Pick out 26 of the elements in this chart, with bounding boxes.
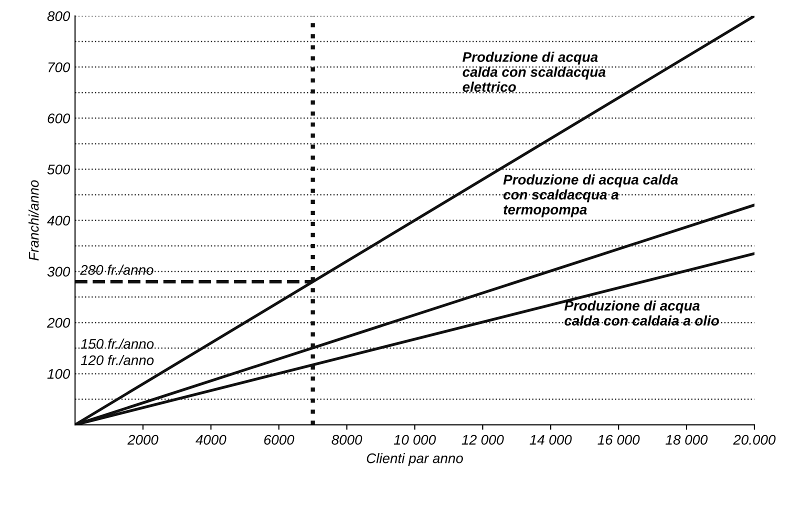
y-axis-title: Franchi/anno <box>28 180 39 260</box>
y-tick-label: 800 <box>47 11 70 22</box>
x-tick-label: 10 000 <box>394 434 436 445</box>
x-axis-title: Clienti par anno <box>366 453 463 466</box>
x-tick-label: 12 000 <box>462 434 504 445</box>
y-tick-label: 700 <box>48 62 70 72</box>
x-tick-label: 16 000 <box>598 434 640 445</box>
y-tick-label: 600 <box>48 113 70 124</box>
annotation: 280 fr./anno <box>80 264 154 275</box>
x-tick-label: 20.000 <box>733 434 776 445</box>
x-tick-label: 6000 <box>264 434 294 445</box>
x-tick-label: 8000 <box>332 434 362 445</box>
annotation: 120 fr./anno <box>80 354 154 366</box>
y-tick-label: 400 <box>47 216 70 226</box>
y-tick-label: 500 <box>47 164 70 174</box>
y-tick-label: 200 <box>46 318 70 328</box>
annotation: Produzione di acqua calda con caldaia a olio <box>564 300 719 326</box>
annotation: 150 fr./anno <box>80 338 154 349</box>
y-tick-label: 100 <box>47 369 70 379</box>
annotation: Produzione di acqua calda con scaldacqua elettrico <box>462 52 606 92</box>
x-tick-label: 4000 <box>196 434 226 445</box>
y-tick-label: 300 <box>47 266 70 277</box>
x-tick-label: 14 000 <box>530 434 572 445</box>
x-tick-label: 2000 <box>127 434 158 445</box>
annotation: Produzione di acqua calda con scaldacqua a termopompa <box>503 174 678 218</box>
x-tick-label: 18 000 <box>666 434 708 445</box>
